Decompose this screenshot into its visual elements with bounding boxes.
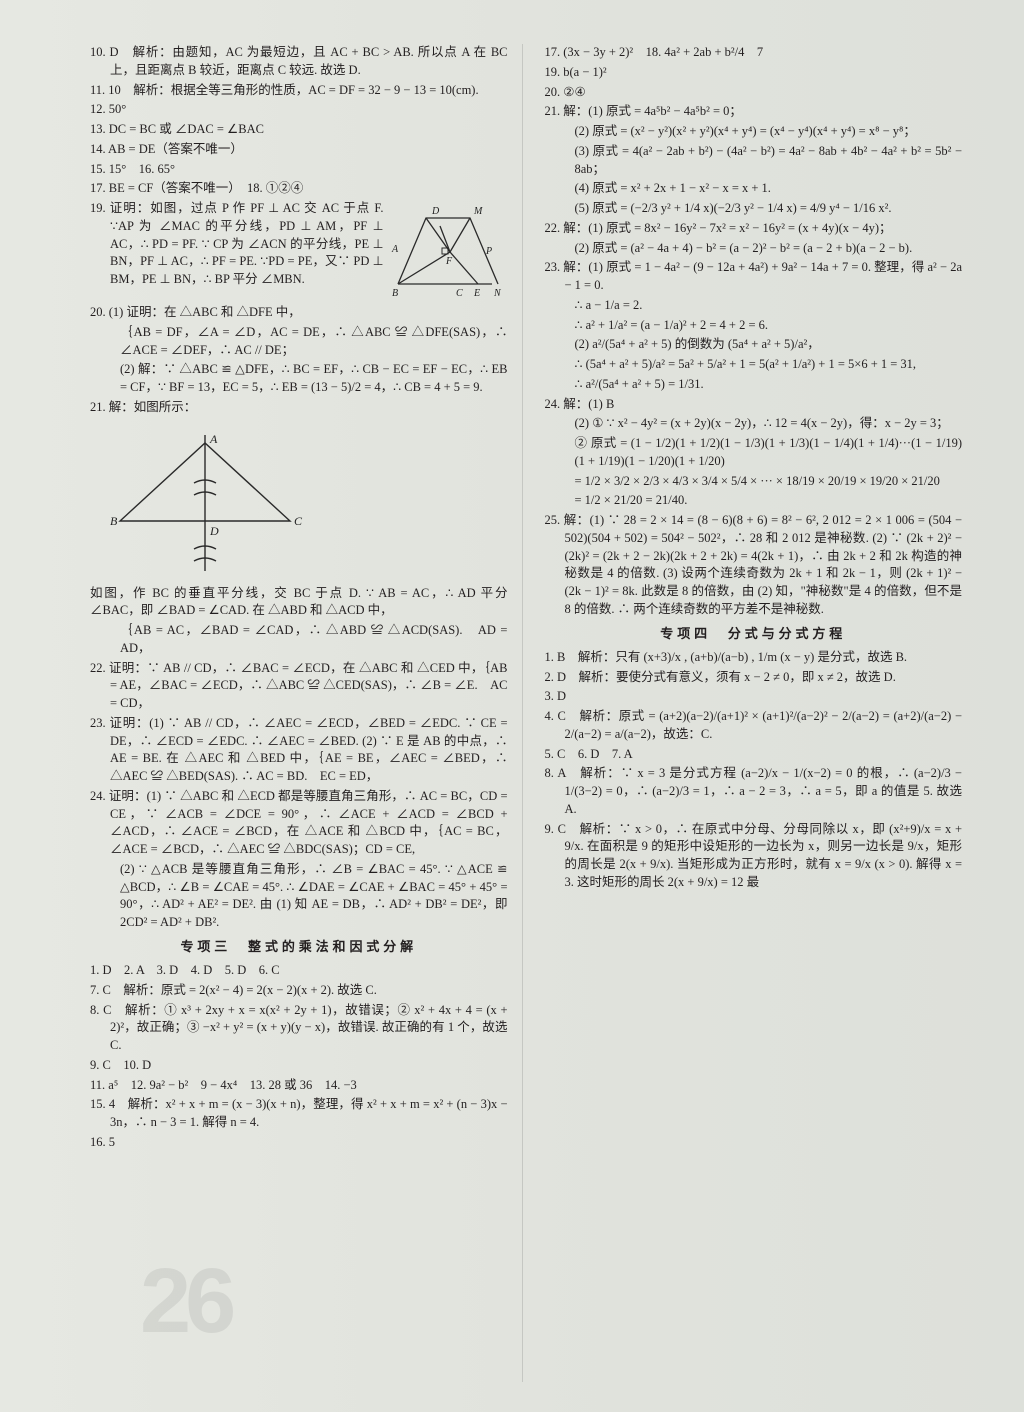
r-24-4: = 1/2 × 3/2 × 2/3 × 4/3 × 3/4 × 5/4 × ··… — [545, 473, 963, 491]
r-20: 20. ②④ — [545, 84, 963, 102]
s4-3: 3. D — [545, 688, 963, 706]
answer-14: 14. AB = DE（答案不唯一） — [90, 141, 508, 159]
proof-19: 19. 证明：如图，过点 P 作 PF ⊥ AC 交 AC 于点 F. ∵AP … — [90, 200, 384, 289]
s3-11to14: 11. a⁵ 12. 9a² − b² 9 − 4x⁴ 13. 28 或 36 … — [90, 1077, 508, 1095]
r-21-2: (2) 原式 = (x² − y²)(x² + y²)(x⁴ + y⁴) = (… — [545, 123, 963, 141]
svg-text:N: N — [493, 288, 502, 299]
section-4-title: 专项四 分式与分式方程 — [545, 625, 963, 643]
proof-20-brace: ｛AB = DF，∠A = ∠D，AC = DE，∴ △ABC ≌ △DFE(S… — [90, 324, 508, 360]
svg-text:E: E — [473, 288, 480, 299]
left-column: 10. D 解析：由题知，AC 为最短边，且 AC + BC > AB. 所以点… — [90, 44, 522, 1382]
answer-17-18: 17. BE = CF（答案不唯一） 18. ①②④ — [90, 180, 508, 198]
r-19: 19. b(a − 1)² — [545, 64, 963, 82]
answer-13: 13. DC = BC 或 ∠DAC = ∠BAC — [90, 121, 508, 139]
proof-24: 24. 证明：(1) ∵ △ABC 和 △ECD 都是等腰直角三角形，∴ AC … — [90, 788, 508, 859]
proof-20-1: 20. (1) 证明：在 △ABC 和 △DFE 中， — [90, 304, 508, 322]
s4-2: 2. D 解析：要使分式有意义，须有 x − 2 ≠ 0，即 x ≠ 2，故选 … — [545, 669, 963, 687]
answer-21-brace: ｛AB = AC，∠BAD = ∠CAD，∴ △ABD ≌ △ACD(SAS).… — [90, 622, 508, 658]
r-21-5: (5) 原式 = (−2/3 y² + 1/4 x)(−2/3 y² − 1/4… — [545, 200, 963, 218]
s3-1to6: 1. D 2. A 3. D 4. D 5. D 6. C — [90, 962, 508, 980]
svg-text:A: A — [391, 244, 399, 255]
r-21-1: 21. 解：(1) 原式 = 4a⁵b² − 4a⁵b² = 0； — [545, 103, 963, 121]
s3-15: 15. 4 解析：x² + x + m = (x − 3)(x + n)，整理，… — [90, 1096, 508, 1132]
proof-23: 23. 证明：(1) ∵ AB // CD，∴ ∠AEC = ∠ECD，∠BED… — [90, 715, 508, 786]
r-24-3: ② 原式 = (1 − 1/2)(1 + 1/2)(1 − 1/3)(1 + 1… — [545, 435, 963, 471]
section-3-title: 专项三 整式的乘法和因式分解 — [90, 938, 508, 956]
proof-24-2: (2) ∵ △ACB 是等腰直角三角形，∴ ∠B = ∠BAC = 45°. ∵… — [90, 861, 508, 932]
svg-text:D: D — [209, 524, 219, 538]
r-21-4: (4) 原式 = x² + 2x + 1 − x² − x = x + 1. — [545, 180, 963, 198]
s3-7: 7. C 解析：原式 = 2(x² − 4) = 2(x − 2)(x + 2)… — [90, 982, 508, 1000]
r-17-18: 17. (3x − 3y + 2)² 18. 4a² + 2ab + b²/4 … — [545, 44, 963, 62]
answer-21-body: 如图，作 BC 的垂直平分线，交 BC 于点 D. ∵ AB = AC，∴ AD… — [90, 585, 508, 621]
s4-5to7: 5. C 6. D 7. A — [545, 746, 963, 764]
answer-11: 11. 10 解析：根据全等三角形的性质，AC = DF = 32 − 9 − … — [90, 82, 508, 100]
r-23-3: ∴ a² + 1/a² = (a − 1/a)² + 2 = 4 + 2 = 6… — [545, 317, 963, 335]
svg-text:B: B — [110, 514, 118, 528]
answer-21-head: 21. 解：如图所示： — [90, 399, 508, 417]
svg-text:M: M — [473, 206, 483, 217]
svg-text:F: F — [445, 256, 453, 267]
proof-22: 22. 证明：∵ AB // CD，∴ ∠BAC = ∠ECD，在 △ABC 和… — [90, 660, 508, 713]
figure-19: M D A P F B C E N — [390, 204, 508, 300]
s4-9: 9. C 解析：∵ x > 0，∴ 在原式中分母、分母同除以 x，即 (x²+9… — [545, 821, 963, 892]
s3-16: 16. 5 — [90, 1134, 508, 1152]
r-23-1: 23. 解：(1) 原式 = 1 − 4a² − (9 − 12a + 4a²)… — [545, 259, 963, 295]
svg-text:B: B — [392, 288, 398, 299]
svg-text:P: P — [485, 246, 492, 257]
figure-21: A B C D — [90, 421, 508, 581]
r-23-5: ∴ (5a⁴ + a² + 5)/a² = 5a² + 5/a² + 1 = 5… — [545, 356, 963, 374]
r-23-2: ∴ a − 1/a = 2. — [545, 297, 963, 315]
proof-20-2: (2) 解：∵ △ABC ≌ △DFE，∴ BC = EF，∴ CB − EC … — [90, 361, 508, 397]
r-24-1: 24. 解：(1) B — [545, 396, 963, 414]
s4-4: 4. C 解析：原式 = (a+2)(a−2)/(a+1)² × (a+1)²/… — [545, 708, 963, 744]
svg-text:A: A — [209, 432, 218, 446]
right-column: 17. (3x − 3y + 2)² 18. 4a² + 2ab + b²/4 … — [522, 44, 977, 1382]
svg-text:C: C — [294, 514, 303, 528]
r-25: 25. 解：(1) ∵ 28 = 2 × 14 = (8 − 6)(8 + 6)… — [545, 512, 963, 619]
page-root: 26 10. D 解析：由题知，AC 为最短边，且 AC + BC > AB. … — [0, 0, 1024, 1412]
r-22-2: (2) 原式 = (a² − 4a + 4) − b² = (a − 2)² −… — [545, 240, 963, 258]
two-column-layout: 10. D 解析：由题知，AC 为最短边，且 AC + BC > AB. 所以点… — [90, 44, 976, 1382]
s4-8: 8. A 解析：∵ x = 3 是分式方程 (a−2)/x − 1/(x−2) … — [545, 765, 963, 818]
answer-12: 12. 50° — [90, 101, 508, 119]
r-23-6: ∴ a²/(5a⁴ + a² + 5) = 1/31. — [545, 376, 963, 394]
s3-8: 8. C 解析：① x³ + 2xy + x = x(x² + 2y + 1)，… — [90, 1002, 508, 1055]
r-24-2: (2) ① ∵ x² − 4y² = (x + 2y)(x − 2y)，∴ 12… — [545, 415, 963, 433]
s3-9-10: 9. C 10. D — [90, 1057, 508, 1075]
r-24-5: = 1/2 × 21/20 = 21/40. — [545, 492, 963, 510]
answer-15-16: 15. 15° 16. 65° — [90, 161, 508, 179]
r-22-1: 22. 解：(1) 原式 = 8x² − 16y² − 7x² = x² − 1… — [545, 220, 963, 238]
s4-1: 1. B 解析：只有 (x+3)/x , (a+b)/(a−b) , 1/m (… — [545, 649, 963, 667]
r-21-3: (3) 原式 = 4(a² − 2ab + b²) − (4a² − b²) =… — [545, 143, 963, 179]
r-23-4: (2) a²/(5a⁴ + a² + 5) 的倒数为 (5a⁴ + a² + 5… — [545, 336, 963, 354]
answer-10: 10. D 解析：由题知，AC 为最短边，且 AC + BC > AB. 所以点… — [90, 44, 508, 80]
svg-text:C: C — [456, 288, 463, 299]
svg-text:D: D — [431, 206, 440, 217]
